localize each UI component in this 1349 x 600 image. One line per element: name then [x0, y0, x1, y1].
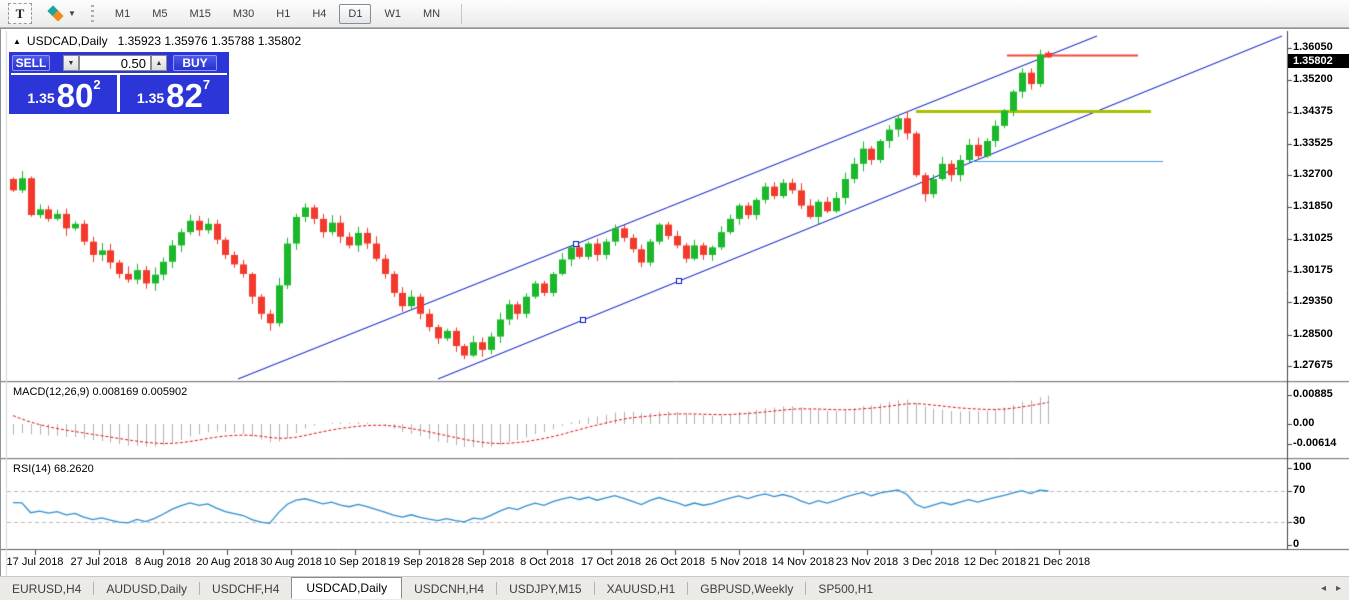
price-axis-label: 1.33525 [1293, 136, 1333, 149]
price-gap [117, 75, 120, 112]
collapse-arrow-icon[interactable]: ▲ [13, 37, 21, 46]
time-axis-label: 5 Nov 2018 [710, 556, 768, 568]
time-axis-label: 21 Dec 2018 [1027, 556, 1091, 568]
chart-tab-EURUSD[interactable]: EURUSD,H4 [12, 581, 82, 596]
buy-button[interactable]: BUY [173, 55, 217, 71]
time-axis-label: 17 Jul 2018 [6, 556, 64, 568]
chart-window: ▲ USDCAD,Daily 1.35923 1.35976 1.35788 1.3… [0, 28, 1349, 577]
toolbar-separator [461, 3, 463, 24]
time-axis-label: 19 Sep 2018 [387, 556, 451, 568]
time-axis-label: 3 Dec 2018 [902, 556, 960, 568]
one-click-trade-panel: SELL ▼ 0.50 ▲ BUY 1.35 80 2 1.35 82 7 [9, 52, 229, 114]
timeframe-button-MN[interactable]: MN [422, 7, 441, 20]
text-tool-button[interactable]: T [8, 3, 32, 24]
dropdown-caret-icon: ▼ [68, 9, 76, 18]
symbol-title: USDCAD,Daily [26, 34, 108, 48]
chart-canvas[interactable] [1, 29, 1349, 577]
time-axis-label: 27 Jul 2018 [70, 556, 128, 568]
tab-divider [199, 582, 201, 595]
volume-input[interactable]: 0.50 [79, 55, 151, 71]
volume-decrease-button[interactable]: ▼ [63, 55, 79, 71]
ask-price[interactable]: 1.35 82 7 [120, 75, 227, 112]
rsi-axis-label: 0 [1293, 538, 1300, 550]
timeframe-button-M15[interactable]: M15 [189, 7, 211, 20]
sell-button[interactable]: SELL [12, 55, 50, 71]
trade-panel-divider [11, 73, 227, 75]
chart-tab-bar: EURUSD,H4 AUDUSD,Daily USDCHF,H4 USDCAD,Dai… [0, 576, 1349, 600]
bid-pip-digit: 2 [93, 77, 101, 92]
price-axis-label: 1.32700 [1293, 168, 1333, 181]
time-axis-label: 17 Oct 2018 [581, 556, 641, 568]
ask-big-digits: 82 [166, 76, 203, 114]
price-axis-label: 1.30175 [1293, 264, 1333, 277]
tab-divider [593, 582, 595, 595]
price-axis-label: 1.34375 [1293, 104, 1333, 117]
time-axis-label: 26 Oct 2018 [645, 556, 705, 568]
ask-prefix: 1.35 [136, 90, 165, 106]
price-axis-label: 1.31025 [1293, 231, 1333, 244]
rsi-axis-label: 100 [1293, 461, 1312, 473]
time-axis-label: 14 Nov 2018 [771, 556, 835, 568]
chart-tab-USDJPY[interactable]: USDJPY,M15 [509, 581, 582, 596]
chart-tab-SP500[interactable]: SP500,H1 [818, 581, 874, 596]
top-toolbar: T ▼ M1 M5 M15 M30 H1 H4 D1 W1 MN [0, 0, 1349, 28]
price-axis-label: 1.27675 [1293, 359, 1333, 371]
time-axis-label: 23 Nov 2018 [835, 556, 899, 568]
tab-scroll-left-icon[interactable]: ◂ [1320, 583, 1326, 594]
chart-tab-GBPUSD[interactable]: GBPUSD,Weekly [700, 581, 794, 596]
macd-axis-label: 0.00885 [1293, 387, 1333, 400]
chart-tab-XAUUSD[interactable]: XAUUSD,H1 [606, 581, 676, 596]
time-axis-label: 12 Dec 2018 [963, 556, 1027, 568]
tab-nav: ◂ ▸ [1321, 583, 1341, 594]
timeframe-button-M5[interactable]: M5 [152, 7, 168, 20]
price-axis-label: 1.31850 [1293, 200, 1333, 213]
ask-pip-digit: 7 [202, 77, 211, 92]
chart-tab-USDCNH[interactable]: USDCNH,H4 [414, 581, 485, 596]
time-axis-label: 30 Aug 2018 [260, 556, 322, 568]
macd-indicator-label: MACD(12,26,9) 0.008169 0.005902 [13, 386, 188, 398]
timeframe-button-D1[interactable]: D1 [339, 3, 372, 24]
chart-tab-USDCHF[interactable]: USDCHF,H4 [212, 581, 280, 596]
timeframe-button-group: M1 M5 M15 M30 H1 H4 D1 W1 MN [104, 3, 451, 24]
price-axis-label: 1.29350 [1293, 295, 1333, 308]
time-axis-label: 20 Aug 2018 [196, 556, 258, 568]
bid-price[interactable]: 1.35 80 2 [11, 75, 117, 112]
volume-increase-button[interactable]: ▲ [151, 55, 167, 71]
macd-axis-label: 0.00 [1293, 417, 1315, 429]
macd-axis-label: -0.00614 [1293, 437, 1337, 450]
price-axis-label: 1.35200 [1293, 73, 1333, 86]
time-axis-label: 28 Sep 2018 [451, 556, 515, 568]
timeframe-button-W1[interactable]: W1 [384, 7, 401, 20]
timeframe-button-H4[interactable]: H4 [312, 7, 327, 20]
tab-scroll-right-icon[interactable]: ▸ [1335, 583, 1341, 594]
stepper-up-icon: ▲ [155, 59, 163, 67]
stepper-down-icon: ▼ [67, 59, 75, 67]
tab-divider [93, 582, 95, 595]
bid-big-digits: 80 [56, 76, 94, 114]
tab-divider [496, 582, 498, 595]
time-axis-label: 10 Sep 2018 [323, 556, 387, 568]
ohlc-values: 1.35923 1.35976 1.35788 1.35802 [117, 34, 302, 48]
tab-divider [805, 582, 807, 595]
timeframe-button-H1[interactable]: H1 [276, 7, 291, 20]
rsi-axis-label: 70 [1293, 484, 1306, 497]
timeframe-button-M30[interactable]: M30 [232, 7, 255, 20]
text-tool-icon: T [15, 5, 25, 21]
timeframe-button-M1[interactable]: M1 [114, 7, 131, 20]
chart-tab-AUDUSD[interactable]: AUDUSD,Daily [106, 581, 188, 596]
time-axis-label: 8 Aug 2018 [135, 556, 191, 568]
price-axis-label: 1.36050 [1293, 41, 1333, 53]
time-axis-label: 8 Oct 2018 [520, 556, 574, 568]
rsi-axis-label: 30 [1293, 514, 1306, 527]
chart-tab-USDCAD[interactable]: USDCAD,Daily [291, 576, 403, 599]
objects-tool-button[interactable]: ▼ [46, 4, 79, 22]
current-price-tag: 1.35802 [1288, 54, 1349, 68]
toolbar-grip-handle[interactable] [90, 4, 94, 23]
tab-divider [687, 582, 689, 595]
bid-prefix: 1.35 [27, 90, 55, 106]
rsi-indicator-label: RSI(14) 68.2620 [13, 463, 94, 475]
price-axis-label: 1.28500 [1293, 327, 1333, 340]
chart-title: ▲ USDCAD,Daily 1.35923 1.35976 1.35788 1.3… [13, 34, 301, 48]
